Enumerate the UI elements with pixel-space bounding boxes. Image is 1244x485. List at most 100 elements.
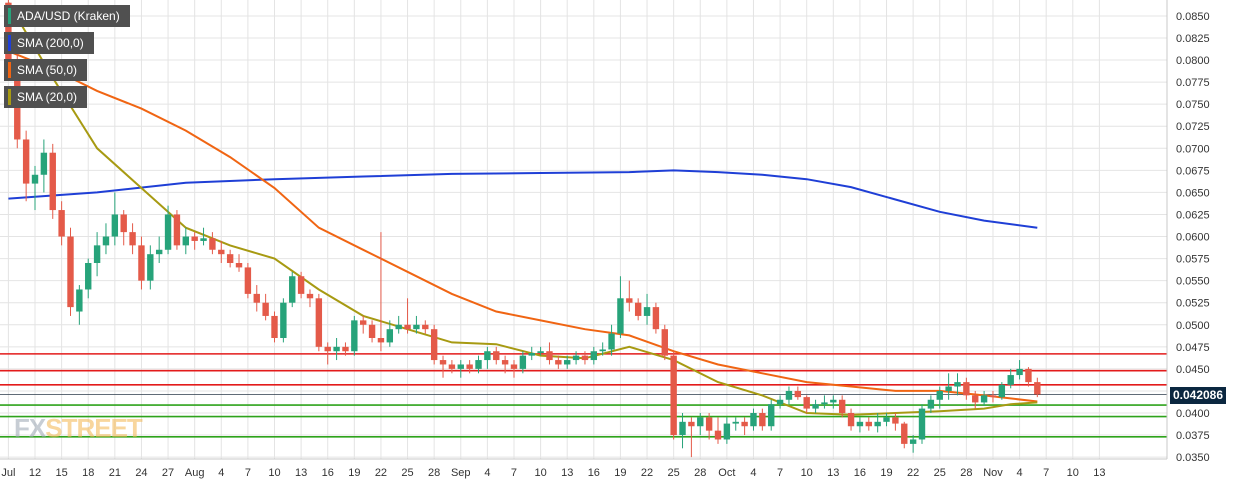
- x-tick-label: 16: [854, 467, 866, 479]
- candle-body: [235, 263, 243, 268]
- x-tick-label: 16: [322, 467, 334, 479]
- candle-body: [386, 329, 394, 343]
- x-tick-label: 10: [1067, 467, 1079, 479]
- candle-body: [581, 355, 589, 361]
- candle-body: [102, 236, 110, 246]
- x-tick-label: 12: [29, 467, 41, 479]
- x-tick-label: 19: [880, 467, 892, 479]
- candle-body: [413, 324, 420, 330]
- candle-body: [360, 320, 367, 325]
- candle-body: [342, 346, 349, 352]
- y-tick-label: 0.0775: [1176, 77, 1210, 89]
- candle-body: [306, 293, 314, 299]
- x-tick-label: 7: [511, 467, 517, 479]
- x-tick-label: 10: [801, 467, 813, 479]
- candle-body: [377, 338, 385, 343]
- candle-body: [759, 413, 766, 427]
- candle-body: [85, 263, 92, 290]
- candle-body: [626, 298, 633, 303]
- candle-body: [475, 360, 482, 369]
- x-tick-label: 13: [1093, 467, 1105, 479]
- candle-body: [927, 399, 935, 409]
- legend-sma20[interactable]: SMA (20,0): [4, 86, 88, 108]
- legend-sma200[interactable]: SMA (200,0): [4, 32, 94, 54]
- candle-body: [936, 390, 943, 400]
- candle-body: [599, 349, 606, 352]
- candle-body: [1016, 368, 1023, 376]
- candle-body: [218, 249, 225, 255]
- candle-body: [918, 408, 926, 440]
- candle-body: [892, 417, 899, 424]
- x-tick-label: 25: [934, 467, 946, 479]
- y-tick-label: 0.0400: [1176, 408, 1210, 420]
- legend-sma50[interactable]: SMA (50,0): [4, 59, 88, 81]
- y-tick-label: 0.0825: [1176, 33, 1210, 45]
- x-tick-label: 19: [348, 467, 360, 479]
- candle-body: [821, 402, 828, 405]
- candle-body: [351, 320, 358, 352]
- candle-body: [865, 421, 872, 427]
- candle-body: [812, 404, 819, 409]
- fxstreet-watermark: FXSTREET: [14, 413, 143, 444]
- candle-body: [643, 307, 651, 316]
- x-tick-label: 13: [295, 467, 307, 479]
- candle-body: [173, 214, 181, 246]
- y-tick-label: 0.0550: [1176, 276, 1210, 288]
- candle-body: [422, 324, 429, 330]
- candle-body: [856, 421, 864, 427]
- candle-body: [333, 346, 340, 352]
- x-tick-label: 25: [401, 467, 413, 479]
- candle-body: [209, 238, 216, 250]
- candle-body: [945, 386, 952, 391]
- x-tick-label: 13: [561, 467, 573, 479]
- x-tick-label: 22: [641, 467, 653, 479]
- candle-body: [972, 395, 979, 403]
- y-tick-label: 0.0575: [1176, 254, 1210, 266]
- x-tick-label: 19: [614, 467, 626, 479]
- y-tick-label: 0.0350: [1176, 452, 1210, 464]
- candle-body: [537, 351, 544, 353]
- candle-body: [111, 214, 119, 237]
- candle-body: [874, 421, 881, 427]
- candle-body: [67, 236, 74, 308]
- candle-body: [147, 254, 154, 281]
- x-tick-label: 21: [109, 467, 121, 479]
- candles: [5, 0, 1041, 458]
- x-tick-label: Oct: [718, 467, 735, 479]
- candle-body: [909, 439, 917, 444]
- candle-body: [528, 353, 535, 356]
- candle-body: [652, 307, 660, 330]
- y-tick-label: 0.0700: [1176, 143, 1210, 155]
- candle-body: [519, 355, 527, 369]
- candle-body: [608, 333, 615, 350]
- x-tick-label: 4: [484, 467, 490, 479]
- candle-body: [617, 298, 624, 334]
- candle-body: [1007, 375, 1014, 385]
- x-tick-label: Jul: [1, 467, 15, 479]
- candle-body: [191, 236, 198, 241]
- legend-pair-label: ADA/USD (Kraken): [17, 9, 120, 23]
- candle-body: [31, 174, 39, 184]
- x-tick-label: 7: [777, 467, 783, 479]
- y-tick-label: 0.0600: [1176, 232, 1210, 244]
- candle-body: [315, 298, 323, 347]
- candle-body: [838, 399, 846, 413]
- candle-body: [404, 324, 411, 330]
- legend-sma200-label: SMA (200,0): [17, 36, 84, 50]
- candle-body: [590, 351, 598, 361]
- y-tick-label: 0.0500: [1176, 320, 1210, 332]
- y-tick-label: 0.0625: [1176, 209, 1210, 221]
- candle-body: [661, 329, 668, 356]
- candle-body: [697, 417, 704, 427]
- y-tick-label: 0.0375: [1176, 430, 1210, 442]
- candle-body: [572, 355, 580, 361]
- y-tick-label: 0.0675: [1176, 165, 1210, 177]
- x-tick-label: 18: [82, 467, 94, 479]
- x-tick-label: 27: [162, 467, 174, 479]
- legend-pair[interactable]: ADA/USD (Kraken): [4, 5, 130, 27]
- sma50-line: [8, 50, 1038, 403]
- x-tick-label: 7: [1043, 467, 1049, 479]
- candle-body: [776, 399, 784, 405]
- axes: 0.0850 0.0825 0.0800 0.0775 0.0750 0.0725 0.07…: [0, 0, 1210, 479]
